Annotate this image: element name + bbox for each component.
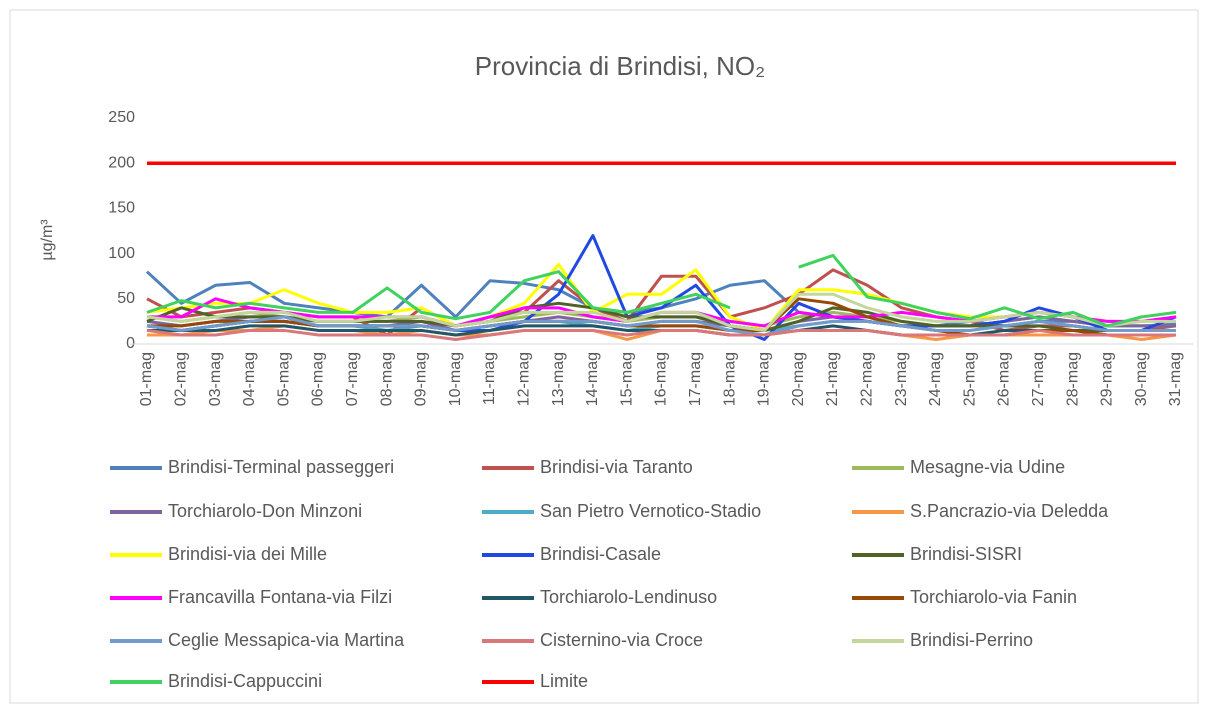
x-tick-label: 31-mag [1167, 352, 1184, 406]
legend-label: Brindisi-SISRI [910, 544, 1022, 564]
x-tick-label: 12-mag [516, 352, 533, 406]
x-tick-label: 04-mag [241, 352, 258, 406]
x-tick-label: 19-mag [756, 352, 773, 406]
x-tick-label: 17-mag [687, 352, 704, 406]
x-tick-label: 08-mag [378, 352, 395, 406]
x-tick-label: 14-mag [584, 352, 601, 406]
x-tick-label: 25-mag [961, 352, 978, 406]
x-tick-label: 15-mag [618, 352, 635, 406]
legend-label: Torchiarolo-Lendinuso [540, 587, 717, 607]
series-line [798, 253, 1177, 328]
series-line [146, 292, 1176, 332]
legend-label: Torchiarolo-Don Minzoni [168, 501, 362, 521]
y-tick-label: 150 [108, 200, 135, 217]
x-tick-label: 03-mag [207, 352, 224, 406]
legend-label: Brindisi-via Taranto [540, 457, 693, 477]
x-tick-label: 28-mag [1064, 352, 1081, 406]
series-line [146, 315, 1176, 337]
x-tick-label: 21-mag [824, 352, 841, 406]
chart-frame [9, 9, 1199, 704]
legend-label: Brindisi-Casale [540, 544, 661, 564]
series-line [146, 328, 1176, 341]
y-axis-label: µg/m³ [39, 219, 56, 261]
x-tick-label: 06-mag [310, 352, 327, 406]
x-tick-label: 11-mag [481, 352, 498, 405]
legend-label: Brindisi-Terminal passeggeri [168, 457, 394, 477]
x-tick-label: 05-mag [275, 352, 292, 406]
x-tick-label: 07-mag [344, 352, 361, 406]
legend-label: Brindisi-Cappuccini [168, 671, 322, 691]
legend-label: Mesagne-via Udine [910, 457, 1065, 477]
legend-label: Francavilla Fontana-via Filzi [168, 587, 392, 607]
x-tick-label: 29-mag [1099, 352, 1116, 406]
chart-title: Provincia di Brindisi, NO₂ [475, 51, 765, 81]
legend-label: Ceglie Messapica-via Martina [168, 630, 405, 650]
legend-label: Limite [540, 671, 588, 691]
legend-label: S.Pancrazio-via Deledda [910, 501, 1109, 521]
legend-label: Brindisi-Perrino [910, 630, 1033, 650]
x-tick-label: 22-mag [859, 352, 876, 406]
x-tick-label: 02-mag [173, 352, 190, 406]
x-tick-label: 01-mag [138, 352, 155, 406]
x-tick-label: 24-mag [927, 352, 944, 406]
x-tick-label: 26-mag [996, 352, 1013, 406]
x-tick-label: 20-mag [790, 352, 807, 406]
legend-label: Cisternino-via Croce [540, 630, 703, 650]
y-tick-label: 200 [108, 154, 135, 171]
x-tick-label: 09-mag [413, 352, 430, 406]
y-tick-label: 50 [117, 290, 135, 307]
y-tick-label: 100 [108, 245, 135, 262]
series-line [146, 270, 731, 321]
x-tick-label: 16-mag [653, 352, 670, 406]
legend-label: San Pietro Vernotico-Stadio [540, 501, 761, 521]
legend-label: Brindisi-via dei Mille [168, 544, 327, 564]
y-tick-label: 250 [108, 109, 135, 126]
x-tick-label: 10-mag [447, 352, 464, 406]
legend-label: Torchiarolo-via Fanin [910, 587, 1077, 607]
x-tick-label: 18-mag [721, 352, 738, 406]
x-tick-label: 30-mag [1133, 352, 1150, 406]
x-tick-label: 27-mag [1030, 352, 1047, 406]
x-tick-label: 13-mag [550, 352, 567, 406]
x-tick-label: 23-mag [893, 352, 910, 406]
